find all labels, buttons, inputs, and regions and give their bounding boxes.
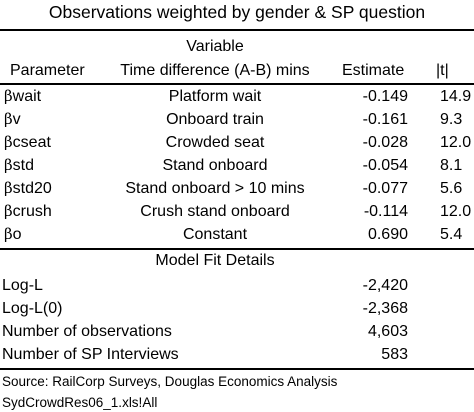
table-title: Observations weighted by gender & SP que… (48, 2, 426, 22)
parameter-subscript: o (12, 226, 22, 243)
beta-symbol: β (4, 133, 13, 151)
parameter-subscript: std20 (12, 180, 52, 197)
fit-label: Number of observations (2, 323, 172, 340)
parameter-symbol: βo (4, 225, 22, 244)
variable-description: Constant (182, 226, 248, 243)
variable-description: Crush stand onboard (140, 203, 290, 220)
estimate-value: -0.114 (363, 203, 408, 220)
variable-description: Crowded seat (165, 134, 265, 151)
estimate-value: -0.149 (362, 88, 408, 105)
estimate-value: -0.028 (362, 134, 408, 151)
column-header-time-difference: Time difference (A-B) mins (120, 62, 310, 79)
t-value: 8.1 (440, 157, 463, 174)
parameter-symbol: βstd20 (4, 179, 52, 198)
column-header-t: |t| (436, 62, 449, 79)
model-fit-header: Model Fit Details (155, 252, 275, 269)
fit-label: Number of SP Interviews (2, 346, 179, 363)
beta-symbol: β (4, 110, 13, 128)
beta-symbol: β (4, 202, 13, 220)
variable-description: Stand onboard > 10 mins (125, 180, 305, 197)
estimate-value: -0.161 (362, 111, 408, 128)
parameter-subscript: v (12, 111, 21, 128)
parameter-symbol: βstd (4, 156, 34, 175)
beta-symbol: β (4, 87, 13, 105)
file-reference-line: SydCrowdRes06_1.xls!All (2, 395, 158, 410)
t-value: 14.9 (440, 88, 472, 105)
t-value: 5.4 (440, 226, 463, 243)
beta-symbol: β (4, 179, 13, 197)
t-value: 5.6 (440, 180, 463, 197)
parameter-subscript: std (12, 157, 35, 174)
column-header-estimate: Estimate (342, 62, 405, 79)
beta-symbol: β (4, 156, 13, 174)
parameter-symbol: βcrush (4, 202, 52, 221)
header-rule (0, 83, 474, 85)
fit-value: 583 (381, 346, 408, 363)
bottom-rule (0, 368, 474, 370)
variable-header: Variable (186, 38, 244, 55)
estimate-value: -0.054 (362, 157, 408, 174)
column-header-parameter: Parameter (10, 62, 85, 79)
top-rule (0, 29, 474, 31)
fit-value: -2,368 (362, 300, 408, 317)
parameter-symbol: βcseat (4, 133, 51, 152)
parameter-subscript: wait (12, 88, 42, 105)
source-line: Source: RailCorp Surveys, Douglas Econom… (2, 374, 338, 389)
variable-description: Platform wait (168, 88, 262, 105)
t-value: 12.0 (440, 203, 472, 220)
estimate-value: 0.690 (367, 226, 408, 243)
fit-label: Log-L (2, 277, 43, 294)
parameter-subscript: cseat (12, 134, 51, 151)
fit-value: -2,420 (362, 277, 408, 294)
t-value: 9.3 (440, 111, 463, 128)
mid-rule (0, 248, 474, 250)
fit-value: 4,603 (367, 323, 408, 340)
parameter-subscript: crush (12, 203, 52, 220)
parameter-symbol: βwait (4, 87, 41, 106)
t-value: 12.0 (440, 134, 472, 151)
fit-label: Log-L(0) (2, 300, 63, 317)
parameter-symbol: βv (4, 110, 21, 129)
variable-description: Onboard train (166, 111, 264, 128)
estimate-value: -0.077 (362, 180, 408, 197)
beta-symbol: β (4, 225, 13, 243)
variable-description: Stand onboard (162, 157, 268, 174)
